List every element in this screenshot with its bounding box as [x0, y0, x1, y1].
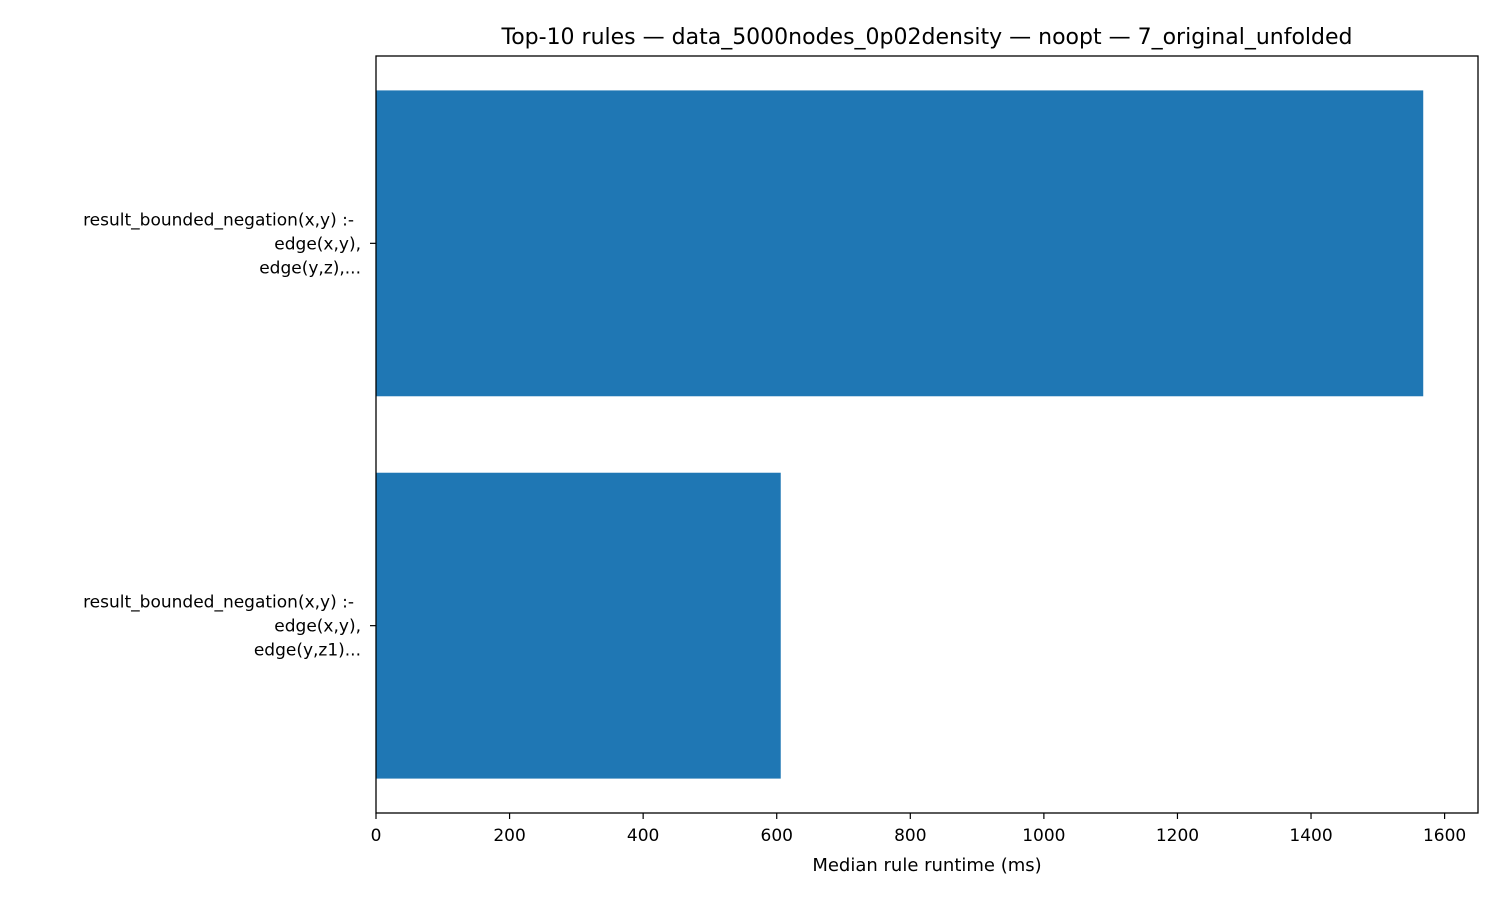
- x-axis-label: Median rule runtime (ms): [812, 855, 1041, 876]
- plot-frame: [375, 55, 1479, 814]
- y-tick-label: edge(y,z1)...: [254, 641, 361, 661]
- y-tick-label: result_bounded_negation(x,y) :-: [83, 210, 354, 230]
- x-tick-label: 800: [894, 826, 926, 846]
- x-tick-label: 0: [371, 826, 382, 846]
- x-tick-label: 200: [493, 826, 525, 846]
- y-tick-label: edge(y,z),...: [259, 258, 361, 278]
- y-tick-label: edge(x,y),: [274, 617, 361, 637]
- chart-title: Top-10 rules — data_5000nodes_0p02densit…: [501, 25, 1353, 50]
- x-tick-label: 1200: [1156, 826, 1199, 846]
- y-axis-ticks: result_bounded_negation(x,y) :- edge(x,y)…: [83, 210, 376, 661]
- x-tick-label: 600: [761, 826, 793, 846]
- y-tick-label: result_bounded_negation(x,y) :-: [83, 593, 354, 613]
- bars-layer: [376, 90, 1424, 779]
- x-tick-label: 400: [627, 826, 659, 846]
- bar: [376, 472, 781, 779]
- y-tick-label: edge(x,y),: [274, 234, 361, 254]
- bar: [376, 90, 1424, 397]
- x-tick-label: 1600: [1423, 826, 1466, 846]
- x-tick-label: 1000: [1022, 826, 1065, 846]
- x-axis-ticks: 0 200 400 600 800 1000 1200 1400 1600: [371, 813, 1466, 846]
- x-tick-label: 1400: [1289, 826, 1332, 846]
